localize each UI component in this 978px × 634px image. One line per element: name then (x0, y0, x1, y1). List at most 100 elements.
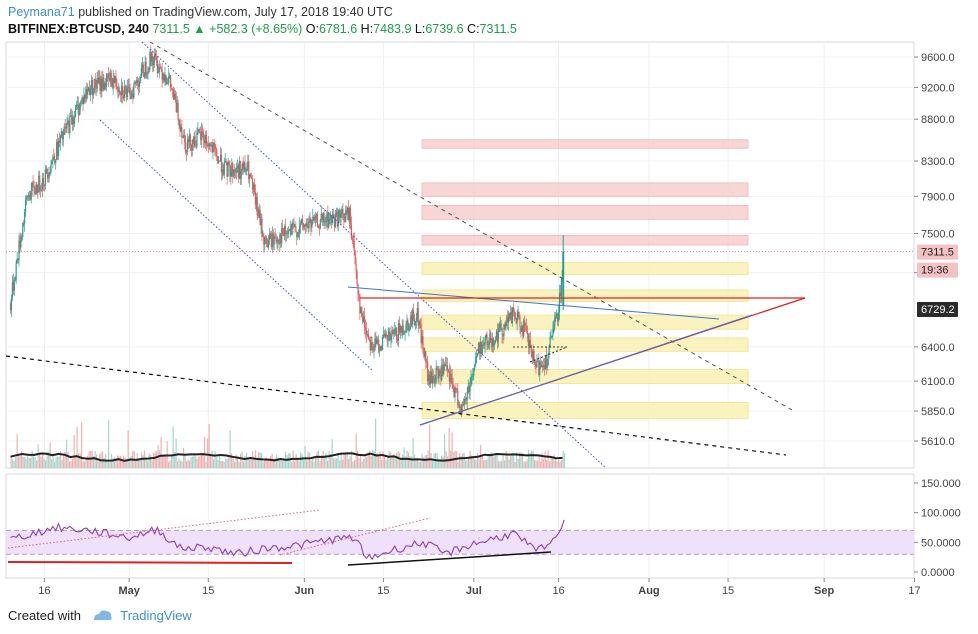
candle-body (321, 213, 323, 220)
candle-body (278, 242, 280, 244)
candle-body (250, 174, 252, 178)
candle-body (451, 377, 453, 385)
volume-bar (31, 450, 33, 468)
candle-body (235, 167, 238, 173)
candle-body (11, 282, 14, 299)
volume-bar (235, 454, 237, 468)
volume-bar (478, 458, 480, 468)
volume-bar (66, 439, 68, 468)
volume-bar (472, 455, 474, 468)
candle-body (193, 136, 195, 144)
volume-bar (312, 457, 314, 468)
candle-body (84, 95, 86, 99)
candle-body (18, 240, 20, 260)
candle-body (488, 342, 490, 345)
volume-bar (397, 451, 399, 468)
volume-bar (378, 455, 380, 468)
candle-body (558, 293, 561, 313)
volume-bar (411, 456, 413, 468)
price-tick-label: 8800.0 (921, 114, 955, 126)
candle-body (418, 321, 420, 326)
candle-body (517, 311, 519, 318)
candles (9, 45, 565, 417)
volume-bar (178, 458, 180, 468)
volume-bar (196, 458, 198, 468)
volume-bar (438, 460, 440, 468)
volume-bar (112, 458, 114, 468)
candle-body (88, 87, 90, 91)
volume-bar (361, 461, 363, 468)
candle-body (327, 213, 329, 228)
candle-body (51, 161, 53, 165)
volume-bar (118, 456, 120, 468)
volume-bar (187, 460, 189, 468)
candle-body (473, 368, 475, 376)
candle-body (428, 375, 430, 382)
candle-body (365, 330, 368, 335)
candle-body (166, 83, 168, 85)
volume-bar (348, 458, 350, 468)
candle-body (253, 184, 256, 192)
candle-body (511, 307, 514, 323)
candle-body (548, 346, 550, 354)
candle-body (178, 119, 180, 121)
volume-bar (231, 453, 233, 468)
volume-bar (345, 452, 347, 468)
candle-body (89, 87, 91, 96)
volume-bar (36, 460, 38, 468)
candle-body (260, 218, 262, 226)
volume-bar (10, 456, 12, 468)
volume-bar (40, 456, 42, 468)
volume-bar (321, 455, 323, 468)
volume-bar (121, 461, 123, 468)
open-value: 6781.6 (318, 22, 358, 36)
candle-body (203, 139, 206, 144)
candle-body (117, 88, 119, 93)
volume-bar (393, 453, 395, 468)
volume-bar (195, 456, 197, 468)
candle-body (201, 131, 203, 141)
candle-body (409, 326, 411, 329)
candle-body (500, 323, 502, 328)
candle-body (459, 406, 461, 408)
candle-body (424, 351, 426, 357)
candle-body (304, 224, 306, 226)
tradingview-link[interactable]: TradingView (120, 608, 192, 623)
candle-body (403, 332, 405, 335)
candle-body (93, 78, 95, 92)
volume-bar (295, 454, 297, 468)
price-tick-label: 6400.0 (921, 342, 955, 354)
candle-body (543, 365, 546, 370)
volume-bar (555, 457, 557, 468)
volume-bar (360, 455, 362, 468)
candle-body (384, 333, 386, 337)
volume-bar (516, 452, 518, 468)
price-change: +582.3 (+8.65%) (209, 22, 303, 36)
volume-bar (471, 455, 473, 468)
candle-body (366, 334, 369, 335)
volume-bar (420, 461, 422, 468)
candle-body (305, 222, 307, 226)
candle-body (404, 332, 406, 334)
volume-bar (499, 461, 501, 468)
chart-canvas[interactable]: 9600.09200.08800.08300.07900.07500.07100… (0, 0, 978, 606)
rsi-tick-label: 50.0000 (921, 537, 961, 549)
volume-bar (357, 450, 359, 468)
candle-body (505, 322, 507, 329)
candle-body (306, 222, 308, 227)
candle-body (317, 226, 320, 228)
volume-bar (430, 452, 432, 468)
volume-bar (451, 432, 453, 468)
author-name[interactable]: Peymana71 (8, 5, 75, 19)
volume-bar (169, 460, 171, 468)
volume-bar (316, 451, 318, 468)
candle-body (454, 388, 456, 398)
candle-body (189, 134, 191, 146)
triangle-bottom-line (529, 346, 568, 363)
price-tick-label: 9600.0 (921, 52, 955, 64)
volume-bar (205, 461, 207, 468)
volume-bar (343, 453, 345, 468)
candle-body (10, 298, 13, 311)
volume-bar (204, 437, 206, 468)
candle-body (282, 228, 284, 234)
